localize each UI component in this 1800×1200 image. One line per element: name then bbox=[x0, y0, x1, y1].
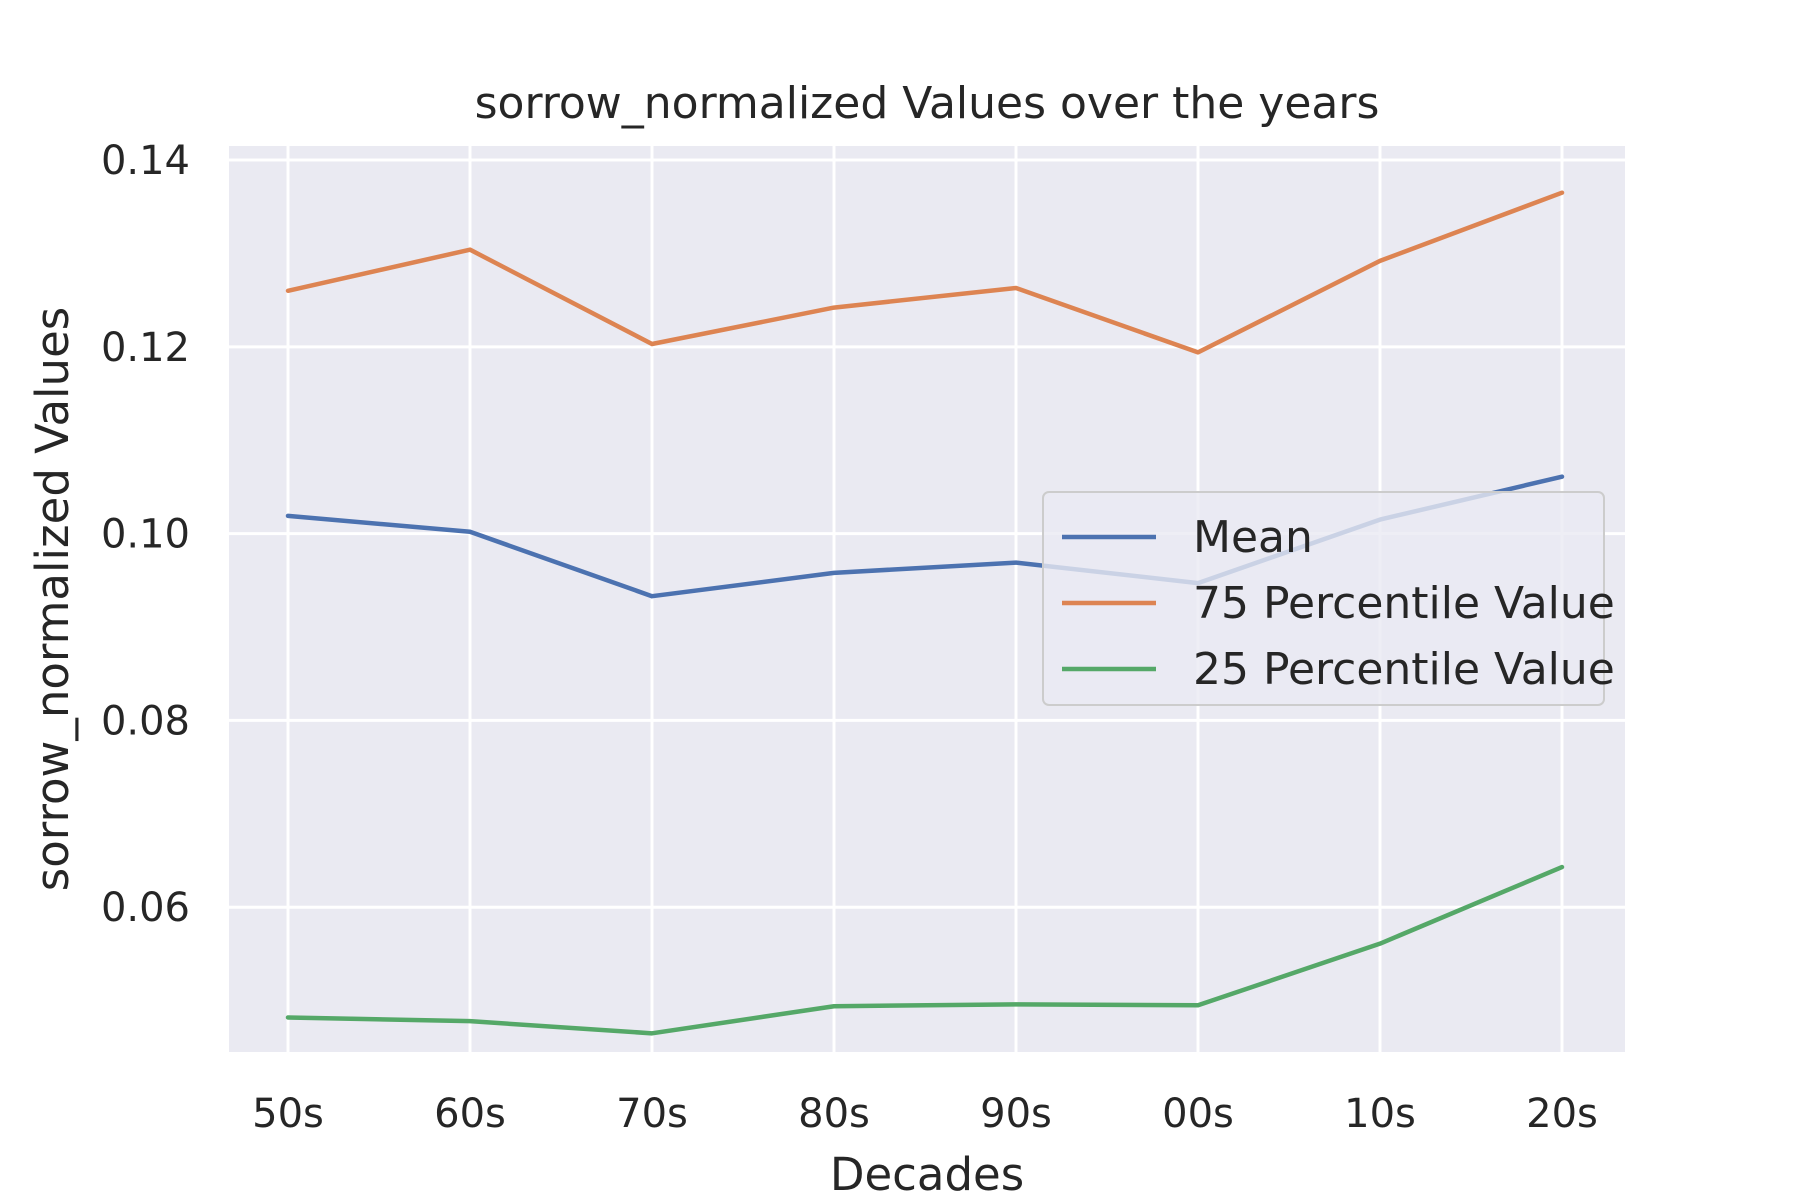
x-tick-label: 20s bbox=[1526, 1091, 1598, 1137]
series-line-1 bbox=[285, 190, 1565, 355]
legend-box bbox=[1042, 491, 1605, 706]
x-axis-label: Decades bbox=[830, 1148, 1024, 1200]
y-axis-label: sorrow_normalized Values bbox=[26, 307, 79, 891]
y-tick-label: 0.14 bbox=[101, 138, 190, 184]
y-tick-label: 0.10 bbox=[101, 512, 190, 558]
chart-title: sorrow_normalized Values over the years bbox=[475, 78, 1380, 129]
y-tick-labels: 0.06 0.08 0.10 0.12 0.14 bbox=[101, 138, 190, 931]
legend-label-1: 75 Percentile Value bbox=[1193, 578, 1615, 629]
series-line-2 bbox=[285, 864, 1565, 1036]
legend: Mean 75 Percentile Value 25 Percentile Val… bbox=[1042, 491, 1615, 706]
x-tick-label: 10s bbox=[1344, 1091, 1416, 1137]
x-tick-labels: 50s 60s 70s 80s 90s 00s 10s 20s bbox=[252, 1091, 1598, 1137]
x-tick-label: 50s bbox=[252, 1091, 324, 1137]
x-tick-label: 80s bbox=[798, 1091, 870, 1137]
y-tick-label: 0.06 bbox=[101, 885, 190, 931]
y-tick-label: 0.08 bbox=[101, 698, 190, 744]
x-tick-label: 90s bbox=[980, 1091, 1052, 1137]
legend-label-0: Mean bbox=[1193, 512, 1313, 563]
y-tick-label: 0.12 bbox=[101, 325, 190, 371]
legend-label-2: 25 Percentile Value bbox=[1193, 644, 1615, 695]
x-tick-label: 60s bbox=[434, 1091, 506, 1137]
x-tick-label: 00s bbox=[1162, 1091, 1234, 1137]
x-tick-label: 70s bbox=[616, 1091, 688, 1137]
